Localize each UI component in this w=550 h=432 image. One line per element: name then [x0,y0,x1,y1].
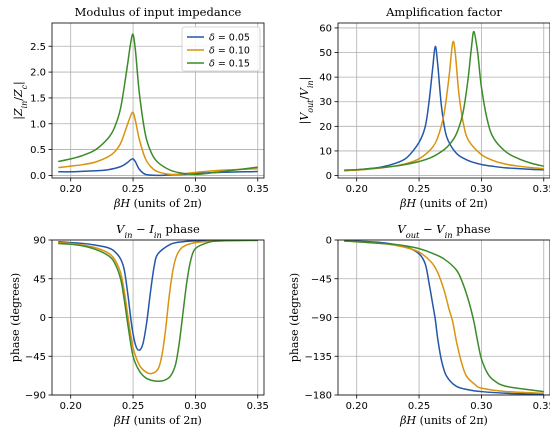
y-tick-label: 45 [33,274,46,285]
x-tick-label: 0.30 [470,401,492,412]
y-tick-label: 30 [319,97,332,108]
x-tick-label: 0.25 [122,184,144,195]
legend-label: δ = 0.10 [209,46,250,57]
y-tick-label: −45 [311,274,332,285]
y-tick-label: 2.0 [30,68,46,79]
legend-label: δ = 0.15 [209,59,250,70]
y-tick-label: 1.5 [30,93,46,104]
y-tick-label: −180 [305,391,332,402]
chart-title: Amplification factor [385,5,502,19]
y-tick-label: 20 [319,122,332,133]
series-line-d005 [58,240,258,351]
y-axis-label: |Vout/Vin| [298,77,315,125]
series-line-d005 [58,158,258,177]
y-tick-label: 40 [319,73,332,84]
y-tick-label: −45 [25,352,46,363]
series-line-d015 [344,30,544,171]
y-tick-label: 90 [33,236,46,247]
y-tick-label: 0 [326,171,332,182]
legend: δ = 0.05 δ = 0.10 δ = 0.15 [181,26,261,72]
y-tick-label: −90 [25,391,46,402]
series-line-d015 [58,240,258,382]
plot-frame [51,22,265,179]
chart-p2: 0.20 0.25 0.30 0.35 0 10 20 30 40 50 60 Amplificati… [298,5,550,210]
y-tick-label: 50 [319,48,332,59]
y-tick-label: 0 [40,313,46,324]
plot-frame [337,22,550,179]
y-axis-label: |Zin/Zc| [12,81,29,120]
x-tick-label: 0.30 [184,184,206,195]
series-line-d015 [58,33,258,176]
x-tick-label: 0.25 [408,401,430,412]
chart-p4: 0.20 0.25 0.30 0.35 −180 −135 −90 −45 0 Vout − Vi… [288,222,550,427]
x-tick-label: 0.20 [60,184,82,195]
y-axis-label: phase (degrees) [9,273,22,362]
series-line-d005 [344,45,544,172]
series-line-d010 [58,111,258,176]
chart-title: Vin − Iin phase [116,222,200,240]
series-line-d005 [344,240,544,395]
x-axis-label: βH (units of 2π) [113,197,202,210]
legend-box [181,26,261,72]
x-tick-label: 0.25 [408,184,430,195]
y-tick-label: −90 [311,313,332,324]
chart-p3: 0.20 0.25 0.30 0.35 −90 −45 0 45 90 Vin − Iin pha… [9,222,269,427]
x-axis-label: βH (units of 2π) [399,197,488,210]
y-tick-label: 0 [326,236,332,247]
y-tick-label: 60 [319,23,332,34]
series-line-d010 [58,240,258,375]
y-tick-label: 10 [319,146,332,157]
x-tick-label: 0.20 [60,401,82,412]
x-axis-label: βH (units of 2π) [399,414,488,427]
legend-label: δ = 0.05 [209,33,250,44]
y-tick-label: 0.0 [30,171,46,182]
x-tick-label: 0.20 [346,401,368,412]
y-tick-label: 2.5 [30,42,46,53]
chart-title: Modulus of input impedance [75,5,242,19]
y-tick-label: 0.5 [30,145,46,156]
x-axis-label: βH (units of 2π) [113,414,202,427]
x-tick-label: 0.20 [346,184,368,195]
y-tick-label: −135 [305,352,332,363]
x-tick-label: 0.30 [184,401,206,412]
x-tick-label: 0.35 [533,184,550,195]
y-tick-label: 1.0 [30,119,46,130]
chart-title: Vout − Vin phase [397,222,490,240]
chart-p1: 0.20 0.25 0.30 0.35 0.0 0.5 1.0 1.5 2.0 2.5 Modulu… [12,5,269,210]
series-line-d015 [344,240,544,393]
x-tick-label: 0.35 [247,401,269,412]
x-tick-label: 0.35 [533,401,550,412]
x-tick-label: 0.35 [247,184,269,195]
x-tick-label: 0.25 [122,401,144,412]
y-axis-label: phase (degrees) [288,273,301,362]
x-tick-label: 0.30 [470,184,492,195]
